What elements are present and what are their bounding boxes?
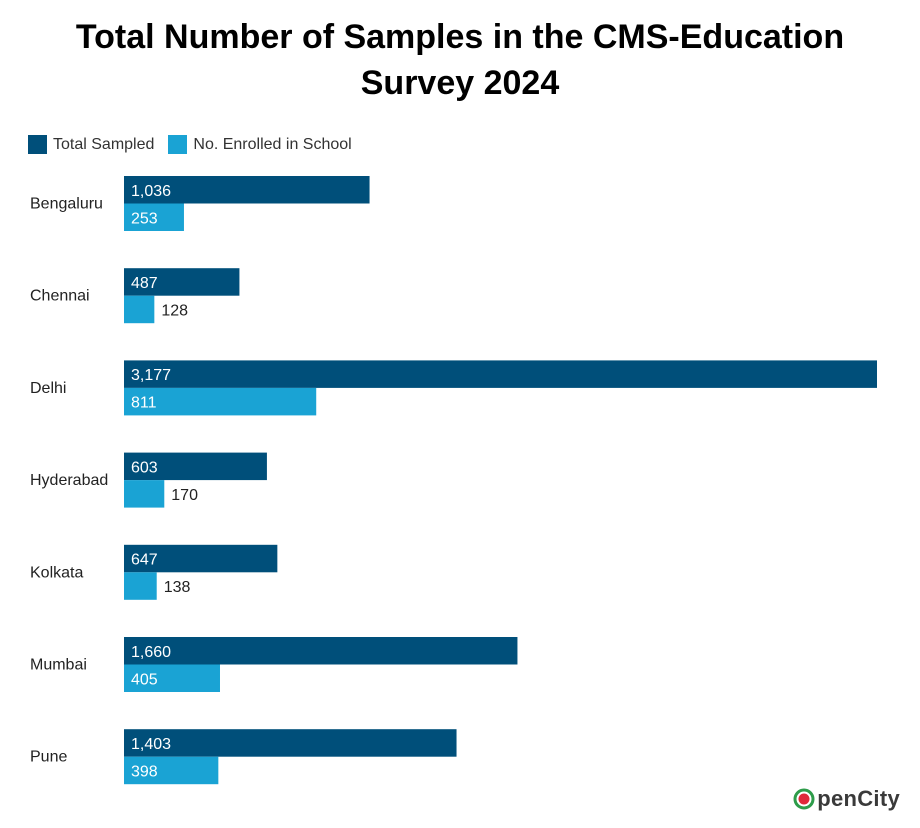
chart-title-line-1: Total Number of Samples in the CMS-Educa… — [75, 18, 845, 56]
legend-item-total-sampled: Total Sampled — [28, 135, 154, 154]
data-label-kolkata-total-sampled: 647 — [131, 552, 158, 569]
opencity-logo-icon — [793, 788, 815, 810]
bar-bengaluru-total-sampled — [124, 176, 370, 204]
bar-hyderabad-enrolled — [124, 480, 165, 508]
legend-label-total-sampled: Total Sampled — [53, 135, 155, 153]
data-label-chennai-enrolled: 128 — [161, 302, 188, 319]
data-label-chennai-total-sampled: 487 — [131, 275, 158, 292]
data-label-pune-total-sampled: 1,403 — [131, 736, 171, 753]
data-label-hyderabad-total-sampled: 603 — [131, 459, 158, 476]
bar-bengaluru-enrolled — [124, 203, 184, 231]
legend-swatch-total-sampled — [28, 135, 47, 154]
data-label-delhi-enrolled: 811 — [131, 395, 157, 412]
legend-item-enrolled: No. Enrolled in School — [168, 135, 352, 154]
category-label-pune: Pune — [30, 749, 67, 766]
bar-chennai-total-sampled — [124, 268, 240, 296]
bar-pune-total-sampled — [124, 729, 457, 757]
logo-text: penCity — [817, 786, 900, 811]
chart-title-line-2: Survey 2024 — [360, 64, 560, 102]
bar-hyderabad-total-sampled — [124, 452, 267, 481]
data-label-bengaluru-total-sampled: 1,036 — [131, 183, 171, 200]
legend: Total Sampled No. Enrolled in School — [28, 135, 366, 154]
category-label-chennai: Chennai — [30, 288, 90, 305]
category-label-kolkata: Kolkata — [30, 564, 83, 581]
bar-pune-enrolled — [124, 756, 219, 785]
bar-delhi-total-sampled — [124, 360, 877, 388]
data-label-mumbai-total-sampled: 1,660 — [131, 644, 171, 661]
data-label-bengaluru-enrolled: 253 — [131, 210, 158, 227]
data-label-hyderabad-enrolled: 170 — [171, 487, 198, 504]
legend-swatch-enrolled — [168, 135, 188, 154]
category-label-mumbai: Mumbai — [30, 657, 87, 674]
data-label-kolkata-enrolled: 138 — [164, 579, 191, 596]
category-label-delhi: Delhi — [30, 380, 66, 397]
category-label-hyderabad: Hyderabad — [30, 472, 108, 489]
data-label-delhi-total-sampled: 3,177 — [131, 367, 171, 384]
bar-mumbai-enrolled — [124, 664, 220, 692]
bar-chennai-enrolled — [124, 295, 155, 324]
data-label-mumbai-enrolled: 405 — [131, 671, 158, 688]
data-label-pune-enrolled: 398 — [131, 763, 158, 780]
opencity-logo: penCity — [792, 786, 900, 812]
legend-label-enrolled: No. Enrolled in School — [193, 135, 352, 153]
category-label-bengaluru: Bengaluru — [30, 196, 103, 213]
bar-kolkata-enrolled — [124, 572, 157, 600]
chart-title: Total Number of Samples in the CMS-Educa… — [0, 14, 920, 106]
bar-kolkata-total-sampled — [124, 544, 278, 573]
bar-mumbai-total-sampled — [124, 637, 518, 665]
bar-delhi-enrolled — [124, 387, 317, 416]
